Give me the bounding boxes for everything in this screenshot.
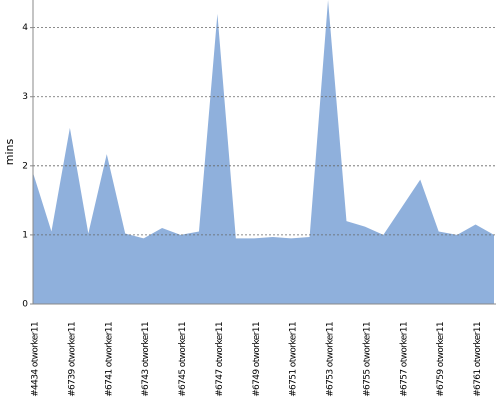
x-tick-label: #6755 otworker11 [362, 322, 372, 397]
x-tick-label: #6757 otworker11 [399, 322, 409, 397]
x-tick-label: #6753 otworker11 [326, 322, 336, 397]
x-tick-label: #6739 otworker11 [67, 322, 77, 397]
x-tick-label: #6749 otworker11 [252, 322, 262, 397]
x-tick-label: #6747 otworker11 [215, 322, 225, 397]
x-tick-label: #6761 otworker11 [473, 322, 483, 397]
x-tick-label: #6741 otworker11 [104, 322, 114, 397]
x-tick-label: #6745 otworker11 [178, 322, 188, 397]
y-tick-label: 0 [22, 300, 28, 310]
y-tick-label: 2 [22, 161, 28, 171]
x-tick-label: #6751 otworker11 [289, 322, 299, 397]
x-tick-label: #6743 otworker11 [141, 322, 151, 397]
y-tick-label: 3 [22, 92, 28, 102]
area [33, 0, 494, 304]
x-tick-label: #4434 otworker11 [31, 322, 41, 397]
y-tick-label: 4 [22, 23, 28, 33]
y-axis-label: mins [3, 138, 16, 165]
x-tick-label: #6759 otworker11 [436, 322, 446, 397]
y-tick-label: 1 [22, 230, 28, 240]
